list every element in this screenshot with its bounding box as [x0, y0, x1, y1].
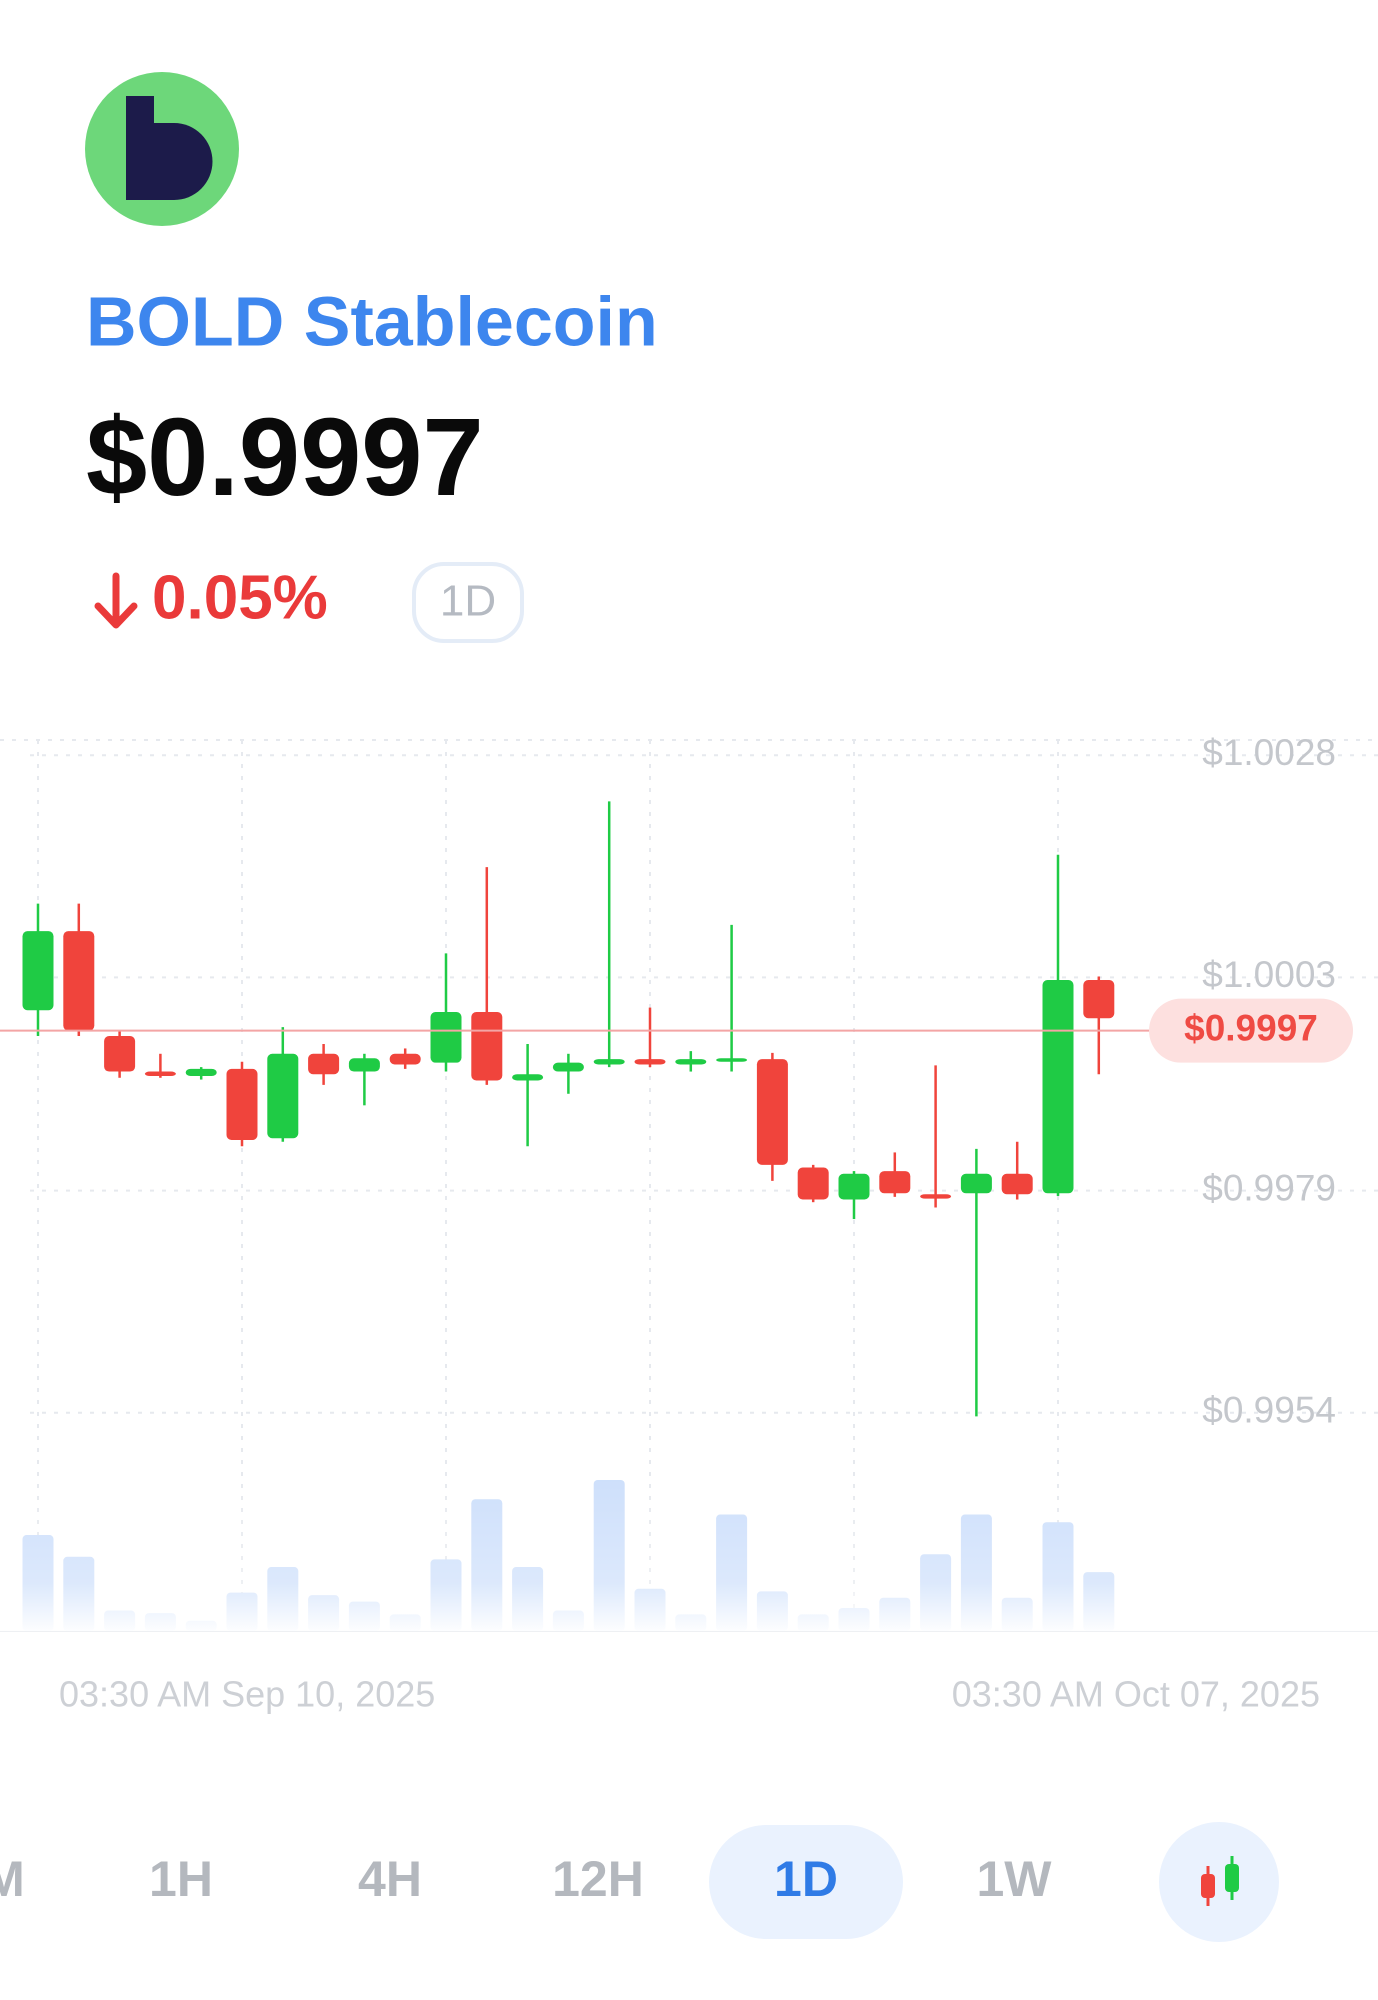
chart-type-button[interactable] — [1159, 1822, 1279, 1942]
candle-body — [63, 931, 95, 1031]
candle-body — [512, 1074, 544, 1081]
price-change: 0.05% — [152, 563, 328, 632]
price: $0.9997 — [86, 396, 484, 519]
candle-body — [471, 1012, 503, 1081]
candle-body — [838, 1173, 870, 1200]
volume-fade — [0, 1470, 1378, 1631]
candle-body — [308, 1053, 340, 1075]
last-price-pill — [1149, 998, 1353, 1063]
tab-label[interactable]: 1H — [149, 1851, 213, 1907]
candle-body — [593, 1059, 625, 1065]
candle-body — [22, 931, 54, 1011]
tab-label[interactable]: 12H — [552, 1851, 644, 1907]
candle-body — [1001, 1173, 1033, 1195]
candle-body — [389, 1053, 421, 1065]
candle-body — [552, 1062, 584, 1072]
icon-body — [1201, 1874, 1215, 1898]
x-label-end: 03:30 AM Oct 07, 2025 — [952, 1674, 1320, 1715]
y-tick-label: $0.9979 — [1202, 1167, 1336, 1208]
candle-body — [348, 1058, 380, 1072]
candle-body — [267, 1053, 299, 1139]
y-tick-label: $1.0003 — [1202, 954, 1336, 995]
candle-body — [144, 1071, 176, 1077]
candlestick-chart: $1.0028 $1.0003 $0.9979 $0.9954 $0.9997 03:30… — [0, 732, 1378, 1715]
tab-label[interactable]: 1W — [977, 1851, 1053, 1907]
candle-body — [185, 1068, 217, 1077]
candle-body — [634, 1059, 666, 1065]
y-tick-label: $1.0028 — [1202, 732, 1336, 773]
chart-type-bg — [1159, 1822, 1279, 1942]
tab-label[interactable]: 1D — [774, 1851, 838, 1907]
timeframe-tabs: 1M 1H 4H 12H 1D 1W — [0, 1822, 1279, 1942]
candle-body — [104, 1036, 136, 1072]
candle-body — [430, 1012, 462, 1063]
candle-body — [756, 1059, 788, 1165]
period-label: 1D — [440, 577, 496, 626]
last-price-label: $0.9997 — [1184, 1007, 1318, 1048]
tab-selected-bg — [709, 1825, 903, 1939]
candle-body — [226, 1068, 258, 1140]
candle-body — [675, 1059, 707, 1065]
down-arrow — [94, 572, 138, 629]
candle-body — [716, 1058, 748, 1062]
candle-body — [920, 1194, 952, 1199]
y-tick-label: $0.9954 — [1202, 1390, 1336, 1431]
candle-body — [1083, 980, 1115, 1019]
candle-body — [879, 1171, 911, 1194]
tab-label[interactable]: 1M — [0, 1851, 25, 1907]
candle-body — [797, 1167, 829, 1200]
candle-body — [1042, 980, 1074, 1194]
logo — [85, 72, 239, 226]
period-pill — [412, 562, 524, 643]
icon-body — [1225, 1864, 1239, 1892]
coin-title: BOLD Stablecoin — [86, 282, 658, 360]
tab-label[interactable]: 4H — [358, 1851, 422, 1907]
candle-body — [960, 1173, 992, 1194]
x-label-start: 03:30 AM Sep 10, 2025 — [59, 1674, 435, 1715]
